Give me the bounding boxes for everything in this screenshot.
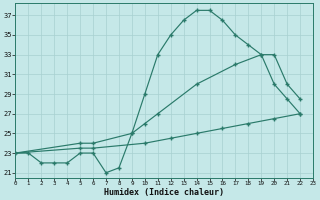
X-axis label: Humidex (Indice chaleur): Humidex (Indice chaleur) [104,188,224,197]
